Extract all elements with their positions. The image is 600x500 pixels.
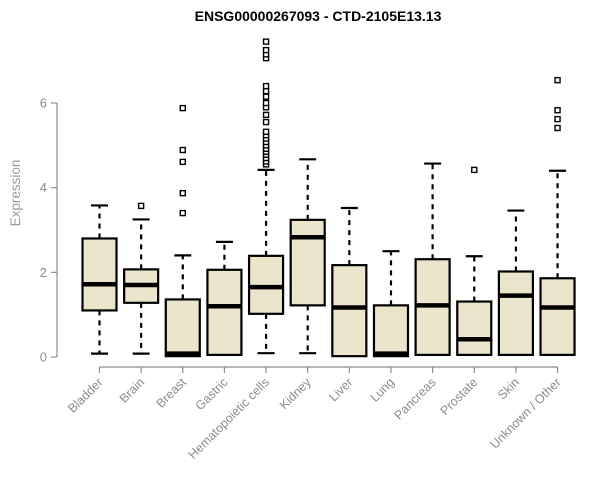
boxplot-skin [497, 209, 534, 356]
x-category-label: Pancreas [391, 375, 438, 422]
iqr-box [164, 298, 201, 358]
boxplot-gastric [206, 240, 243, 356]
boxplot-bladder [81, 204, 118, 355]
y-tick-label: 6 [40, 96, 47, 111]
outlier-point [554, 124, 561, 132]
iqr-box [289, 218, 326, 307]
x-category-label: Liver [326, 375, 355, 404]
x-category-label: Skin [495, 375, 522, 402]
y-tick-label: 0 [40, 350, 47, 365]
outlier-point [137, 202, 145, 210]
outlier-point [179, 104, 186, 112]
iqr-box [456, 300, 493, 356]
boxplot-unknown-other [539, 76, 576, 356]
boxplot-pancreas [414, 162, 451, 356]
boxplot-kidney [289, 158, 326, 355]
x-category-label: Bladder [65, 375, 105, 415]
x-category-label: Breast [153, 375, 189, 411]
outlier-point [179, 209, 186, 217]
x-category-label: Prostate [438, 375, 481, 418]
outlier-point [471, 166, 478, 174]
boxplot-brain [123, 202, 160, 355]
outlier-point [262, 93, 270, 100]
y-tick-label: 4 [40, 180, 47, 195]
iqr-box [372, 304, 410, 358]
iqr-box [247, 254, 285, 315]
outlier-point [262, 128, 270, 136]
x-category-label: Hematopoietic cells [186, 375, 273, 462]
iqr-box [539, 277, 576, 356]
outlier-point [262, 99, 270, 107]
outlier-point [262, 87, 270, 95]
iqr-box [81, 237, 118, 312]
outlier-point [262, 38, 270, 45]
outlier-point [262, 46, 270, 54]
chart-title: ENSG00000267093 - CTD-2105E13.13 [195, 8, 442, 24]
boxplot-liver [331, 206, 368, 358]
boxplot-breast [164, 104, 201, 358]
outlier-point [554, 76, 561, 84]
x-category-label: Unknown / Other [487, 375, 563, 451]
plot-area: 0 2 4 6 Bladder Brain Breast GastricHematopoiet… [40, 38, 576, 462]
outlier-point [179, 158, 186, 166]
x-category-label: Brain [117, 375, 148, 406]
x-category-label: Kidney [277, 375, 314, 412]
outlier-point [554, 107, 561, 114]
outlier-point [262, 111, 270, 119]
iqr-box [331, 264, 368, 358]
x-category-label: Gastric [193, 375, 231, 413]
iqr-box [206, 268, 243, 356]
outlier-point [179, 146, 186, 154]
outlier-point [262, 118, 270, 126]
x-category-label: Lung [368, 375, 398, 405]
outlier-point [554, 115, 561, 123]
iqr-box [497, 270, 534, 356]
y-tick-label: 2 [40, 265, 47, 280]
outlier-point [262, 82, 270, 90]
outlier-point [179, 189, 186, 197]
boxplot-lung [372, 250, 410, 358]
boxplot-prostate [456, 166, 493, 356]
boxplot-hematopoietic-cells [247, 38, 285, 355]
y-axis-label: Expression [8, 160, 23, 227]
